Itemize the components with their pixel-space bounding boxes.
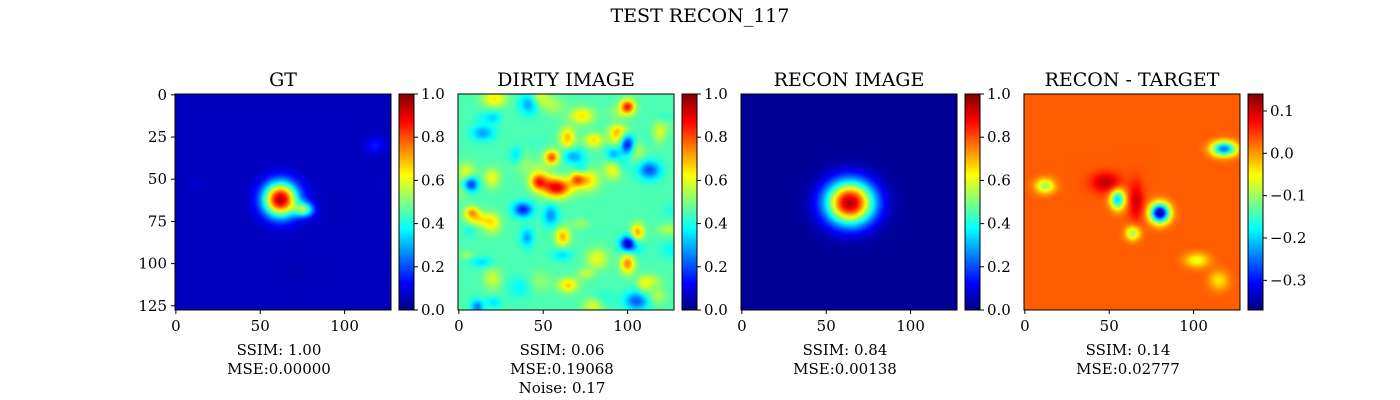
metric-caption: SSIM: 0.84	[803, 341, 888, 359]
y-tick-label: 100	[138, 255, 167, 273]
colorbar-tick-label: −0.3	[1270, 271, 1306, 289]
y-tick-label: 50	[148, 170, 167, 188]
panel-3: RECON - TARGET 0 50 100 0.1 0.0 −0.1 −0.2 −0.3 SS…	[1020, 69, 1306, 378]
x-tick-label: 0	[454, 317, 464, 335]
heatmap-image	[458, 94, 674, 310]
colorbar-tick-label: 0.0	[421, 301, 445, 319]
colorbar-tick-label: 0.1	[1270, 102, 1294, 120]
colorbar-tick-label: 0.2	[704, 258, 728, 276]
colorbar-tick-label: −0.1	[1270, 187, 1306, 205]
x-tick-label: 100	[330, 317, 359, 335]
colorbar-tick-label: 0.0	[704, 301, 728, 319]
axes-frame	[174, 93, 392, 311]
colorbar-tick-label: 1.0	[704, 85, 728, 103]
colorbar-tick-label: 0.8	[987, 128, 1011, 146]
panel-2: RECON IMAGE 0 50 100 0.0 0.2 0.4 0.6 0.8 1.0 SSIM:…	[737, 69, 1011, 378]
panel-1: DIRTY IMAGE 0 50 100 0.0 0.2 0.4 0.6 0.8 1.0 SSIM:…	[454, 69, 728, 397]
metric-caption: SSIM: 1.00	[237, 341, 322, 359]
colorbar-tick-label: 0.8	[704, 128, 728, 146]
axes-frame	[1023, 93, 1241, 311]
colorbar-tick-label: 0.4	[421, 215, 445, 233]
metric-caption: MSE:0.00138	[793, 360, 897, 378]
colorbar-tick-label: 0.6	[421, 171, 445, 189]
colorbar-tick-label: 0.4	[987, 215, 1011, 233]
colorbar-tick-label: 0.4	[704, 215, 728, 233]
metric-caption: SSIM: 0.06	[520, 341, 605, 359]
panel-title: RECON - TARGET	[1045, 69, 1220, 91]
colorbar	[964, 93, 981, 311]
x-tick-label: 100	[613, 317, 642, 335]
metric-caption: Noise: 0.17	[519, 379, 606, 397]
colorbar-tick-label: 1.0	[421, 85, 445, 103]
y-tick-label: 0	[157, 86, 167, 104]
x-tick-label: 0	[737, 317, 747, 335]
x-tick-label: 100	[896, 317, 925, 335]
panel-title: RECON IMAGE	[774, 69, 925, 91]
colorbar	[398, 93, 415, 311]
heatmap-image	[741, 94, 957, 310]
metric-caption: MSE:0.00000	[227, 360, 331, 378]
y-tick-label: 125	[138, 297, 167, 315]
y-tick-label: 75	[148, 212, 167, 230]
panel-0: GT 0 50 100 0 25 50 75 100 125 0.0 0.2 0.4 0.6 0.8 1.0 S…	[138, 69, 445, 378]
axes-frame	[457, 93, 675, 311]
panel-title: DIRTY IMAGE	[497, 69, 635, 91]
heatmap-image	[175, 94, 391, 310]
colorbar	[681, 93, 698, 311]
x-tick-label: 50	[534, 317, 553, 335]
x-tick-label: 50	[817, 317, 836, 335]
colorbar-tick-label: 0.0	[1270, 144, 1294, 162]
colorbar-tick-label: 0.6	[704, 171, 728, 189]
x-tick-label: 50	[251, 317, 270, 335]
panel-title: GT	[269, 69, 297, 91]
x-tick-label: 0	[171, 317, 181, 335]
heatmap-image	[1024, 94, 1240, 310]
y-tick-label: 25	[148, 128, 167, 146]
metric-caption: MSE:0.02777	[1076, 360, 1180, 378]
colorbar-tick-label: 0.0	[987, 301, 1011, 319]
x-tick-label: 100	[1179, 317, 1208, 335]
colorbar-tick-label: −0.2	[1270, 229, 1306, 247]
metric-caption: SSIM: 0.14	[1086, 341, 1171, 359]
colorbar-tick-label: 0.2	[987, 258, 1011, 276]
colorbar-tick-label: 0.6	[987, 171, 1011, 189]
colorbar-tick-label: 1.0	[987, 85, 1011, 103]
colorbar	[1247, 93, 1264, 311]
colorbar-tick-label: 0.8	[421, 128, 445, 146]
metric-caption: MSE:0.19068	[510, 360, 614, 378]
axes-frame	[740, 93, 958, 311]
x-tick-label: 0	[1020, 317, 1030, 335]
x-tick-label: 50	[1100, 317, 1119, 335]
colorbar-tick-label: 0.2	[421, 258, 445, 276]
figure-title: TEST RECON_117	[611, 5, 790, 27]
